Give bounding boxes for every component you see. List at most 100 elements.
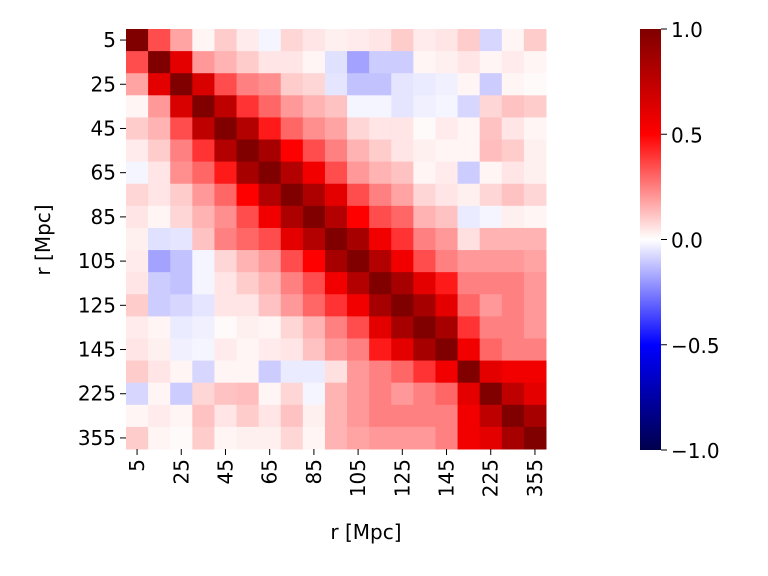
heatmap-cell bbox=[258, 139, 282, 163]
heatmap-cell bbox=[324, 117, 348, 141]
heatmap-cell bbox=[324, 205, 348, 229]
heatmap-cell bbox=[192, 382, 215, 406]
heatmap-cell bbox=[280, 139, 304, 163]
heatmap-cell bbox=[501, 161, 525, 185]
colorbar-tick-label: −1.0 bbox=[671, 439, 720, 463]
heatmap-cell bbox=[324, 227, 348, 251]
heatmap-cell bbox=[457, 227, 481, 251]
heatmap-cell bbox=[280, 338, 304, 362]
heatmap-cell bbox=[302, 316, 326, 339]
heatmap-cell bbox=[170, 117, 193, 141]
heatmap-cell bbox=[523, 360, 547, 384]
heatmap-cell bbox=[126, 161, 149, 185]
x-tick-label: 5 bbox=[125, 459, 149, 472]
heatmap-cell bbox=[347, 95, 370, 118]
heatmap-cell bbox=[391, 227, 414, 251]
heatmap-cell bbox=[126, 316, 149, 339]
heatmap-cell bbox=[236, 338, 260, 362]
heatmap-cell bbox=[148, 95, 171, 118]
heatmap-cell bbox=[302, 51, 326, 74]
heatmap-cell bbox=[369, 294, 392, 317]
x-tick-label: 225 bbox=[479, 459, 503, 497]
heatmap-cell bbox=[280, 95, 304, 118]
y-tick-label: 45 bbox=[91, 116, 116, 140]
heatmap-cell bbox=[192, 51, 215, 74]
heatmap-cell bbox=[435, 250, 459, 273]
heatmap-cell bbox=[214, 95, 238, 118]
heatmap-cell bbox=[369, 250, 392, 273]
heatmap-cell bbox=[214, 382, 238, 406]
heatmap-cell bbox=[391, 117, 414, 141]
heatmap-cell bbox=[214, 272, 238, 295]
heatmap-cell bbox=[413, 272, 436, 295]
heatmap-cell bbox=[236, 382, 260, 406]
x-tick-label: 85 bbox=[302, 459, 326, 484]
heatmap-cell bbox=[192, 360, 215, 384]
heatmap-cell bbox=[501, 227, 525, 251]
heatmap-cell bbox=[280, 404, 304, 428]
heatmap-cell bbox=[523, 29, 547, 52]
heatmap-cell bbox=[347, 338, 370, 362]
heatmap-cell bbox=[236, 316, 260, 339]
heatmap-cell bbox=[324, 161, 348, 185]
heatmap-cell bbox=[391, 250, 414, 273]
heatmap-cell bbox=[148, 73, 171, 96]
heatmap-cell bbox=[457, 382, 481, 406]
heatmap-cell bbox=[523, 51, 547, 74]
heatmap-cell bbox=[435, 117, 459, 141]
heatmap-cell bbox=[391, 316, 414, 339]
heatmap-cell bbox=[258, 360, 282, 384]
heatmap-cell bbox=[148, 250, 171, 273]
heatmap-cell bbox=[170, 161, 193, 185]
heatmap-cell bbox=[302, 95, 326, 118]
heatmap-cell bbox=[280, 360, 304, 384]
heatmap-cell bbox=[258, 183, 282, 207]
heatmap-cell bbox=[280, 316, 304, 339]
heatmap-cell bbox=[126, 250, 149, 273]
heatmap-cell bbox=[258, 95, 282, 118]
heatmap-cell bbox=[347, 227, 370, 251]
heatmap-cell bbox=[258, 117, 282, 141]
y-axis-label: r [Mpc] bbox=[31, 204, 55, 275]
y-tick-label: 225 bbox=[78, 382, 116, 406]
heatmap-cell bbox=[391, 360, 414, 384]
heatmap-cell bbox=[523, 382, 547, 406]
heatmap-cell bbox=[435, 360, 459, 384]
heatmap-cell bbox=[501, 338, 525, 362]
heatmap-cell bbox=[192, 117, 215, 141]
heatmap-cell bbox=[170, 338, 193, 362]
heatmap-cell bbox=[501, 29, 525, 52]
heatmap-cell bbox=[457, 426, 481, 450]
heatmap-cell bbox=[324, 73, 348, 96]
heatmap-cell bbox=[369, 29, 392, 52]
heatmap-cell bbox=[280, 426, 304, 450]
heatmap-cell bbox=[391, 95, 414, 118]
heatmap-cell bbox=[214, 51, 238, 74]
heatmap-cell bbox=[192, 29, 215, 52]
heatmap-cell bbox=[347, 117, 370, 141]
heatmap-cell bbox=[280, 51, 304, 74]
heatmap-cell bbox=[214, 404, 238, 428]
heatmap-cell bbox=[457, 294, 481, 317]
heatmap-cell bbox=[413, 95, 436, 118]
heatmap-cell bbox=[148, 382, 171, 406]
heatmap-cell bbox=[280, 161, 304, 185]
heatmap-cell bbox=[369, 205, 392, 229]
heatmap-cell bbox=[413, 73, 436, 96]
heatmap-cell bbox=[501, 139, 525, 163]
heatmap-cell bbox=[170, 272, 193, 295]
heatmap-cell bbox=[302, 183, 326, 207]
heatmap-cell bbox=[170, 360, 193, 384]
heatmap-cell bbox=[302, 250, 326, 273]
heatmap-cell bbox=[302, 205, 326, 229]
heatmap-cell bbox=[501, 205, 525, 229]
heatmap-cell bbox=[170, 316, 193, 339]
heatmap-cell bbox=[236, 227, 260, 251]
heatmap-cell bbox=[302, 382, 326, 406]
heatmap-cell bbox=[347, 139, 370, 163]
heatmap-cell bbox=[435, 95, 459, 118]
heatmap-cell bbox=[258, 338, 282, 362]
heatmap-cell bbox=[479, 29, 503, 52]
heatmap-cell bbox=[479, 205, 503, 229]
heatmap-cell bbox=[479, 426, 503, 450]
